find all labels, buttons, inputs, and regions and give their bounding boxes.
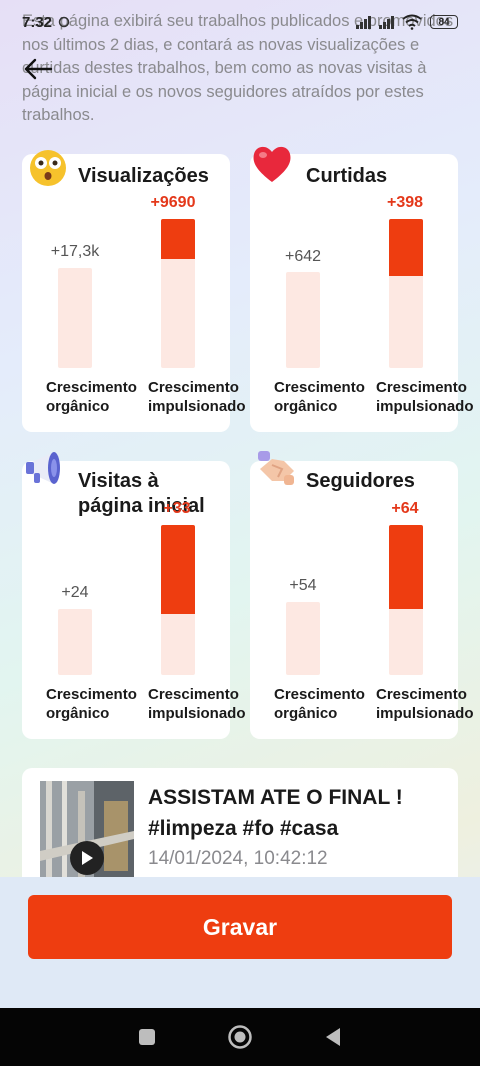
organic-bar [286,272,320,368]
notification-icon [58,16,70,28]
boosted-value: +64 [391,500,419,517]
recents-button[interactable] [127,1017,167,1057]
organic-value: +24 [61,584,89,601]
back-arrow-icon [24,58,53,80]
boosted-bar-fill [389,525,423,609]
boosted-label: Crescimento impulsionado [376,379,474,415]
stat-card-views: Visualizações +17,3k +9690 Crescimento or… [22,150,246,432]
boosted-value: +9690 [150,194,196,211]
card-title: Visualizações [78,165,209,187]
boosted-bar [389,525,423,675]
boosted-bar-fill [389,219,423,276]
signal-icon [356,15,371,29]
surprised-face-icon [30,150,66,186]
play-button[interactable] [70,841,104,875]
video-thumbnail[interactable] [40,781,134,888]
card-title: Seguidores [306,470,415,492]
boosted-value: +398 [386,194,424,211]
organic-value: +17,3k [50,243,100,260]
boosted-label: Crescimento impulsionado [148,379,246,415]
thumbnail-image [40,781,134,888]
circle-icon [228,1025,252,1049]
navigation-bar [0,1008,480,1066]
card-title: Curtidas [306,165,388,187]
organic-label: Crescimento orgânico [46,379,137,415]
wifi-icon [402,14,422,30]
stat-card-followers: Seguidores +54 +64 Crescimento orgânico C… [250,451,474,739]
boosted-bar-fill [161,525,195,614]
organic-bar [58,268,92,368]
organic-label: Crescimento orgânico [274,686,365,722]
video-title: ASSISTAM ATE O FINAL ! #limpeza #fo #cas… [148,786,403,840]
status-bar: 7:32 84 [0,0,480,44]
handshake-icon [258,451,294,485]
home-button[interactable] [220,1017,260,1057]
boosted-label: Crescimento impulsionado [148,686,246,722]
stat-card-likes: Curtidas +642 +398 Crescimento orgânico C… [250,146,474,432]
boosted-bar [389,219,423,368]
heart-icon [253,146,291,182]
record-button[interactable]: Gravar [28,895,452,959]
boosted-bar-fill [161,219,195,260]
organic-label: Crescimento orgânico [274,379,365,415]
megaphone-icon [26,452,60,484]
card-title: Visitas à página inicial [78,470,205,517]
video-card[interactable]: ASSISTAM ATE O FINAL ! #limpeza #fo #cas… [22,768,458,888]
video-date: 14/01/2024, 10:42:12 [148,848,328,869]
boosted-bar [161,219,195,368]
back-button[interactable] [20,52,56,86]
organic-bar [286,602,320,675]
stat-card-profile-visits: Visitas à página inicial +24 +33 Crescim… [22,452,246,739]
signal-icon [379,15,394,29]
back-nav-button[interactable] [313,1017,353,1057]
boosted-value: +33 [163,500,191,517]
page-description: Esta página exibirá seu trabalhos public… [22,12,454,124]
boosted-label: Crescimento impulsionado [376,686,474,722]
clock: 7:32 [22,13,53,31]
organic-bar [58,609,92,675]
organic-value: +54 [289,577,317,594]
battery-icon: 84 [430,15,458,29]
play-icon [82,851,93,865]
organic-label: Crescimento orgânico [46,686,137,722]
boosted-bar [161,525,195,675]
square-icon [138,1029,155,1045]
organic-value: +642 [284,248,322,265]
triangle-back-icon [326,1028,341,1046]
